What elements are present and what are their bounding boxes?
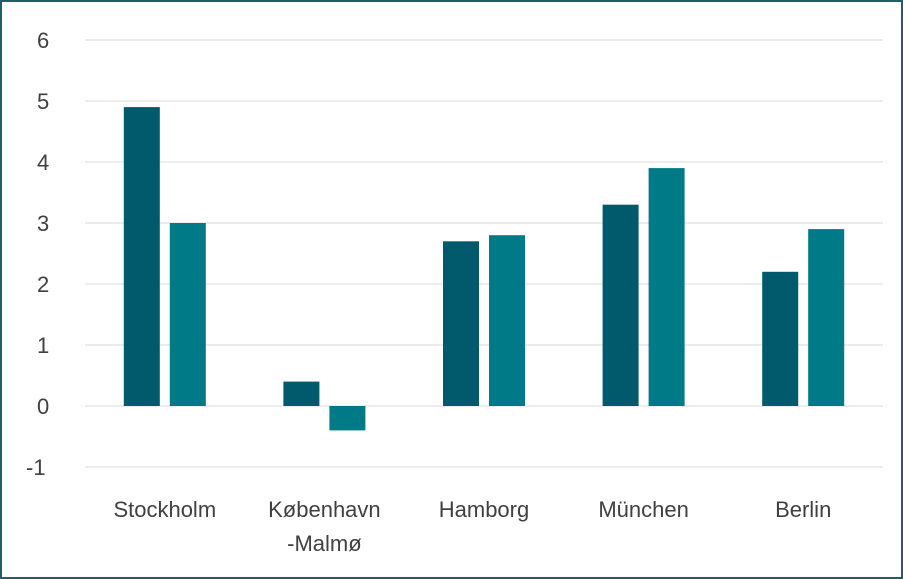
bar-series-1 <box>443 241 479 406</box>
bar-series-2 <box>329 406 365 430</box>
bar-series-2 <box>649 168 685 406</box>
y-tick-label: 5 <box>37 89 49 114</box>
bar-series-1 <box>762 272 798 406</box>
bar-series-2 <box>170 223 206 406</box>
bar-series-2 <box>808 229 844 406</box>
y-axis-tick-labels: -1 0 1 2 3 4 5 6 <box>26 28 49 480</box>
x-axis-category-labels: Stockholm København -Malmø Hamborg München Be… <box>113 497 831 556</box>
x-category-label: München <box>598 497 689 522</box>
x-category-label: Stockholm <box>113 497 216 522</box>
x-category-label: Berlin <box>775 497 831 522</box>
y-tick-label: 4 <box>37 150 49 175</box>
y-tick-label: 0 <box>37 394 49 419</box>
x-category-label: Hamborg <box>439 497 529 522</box>
y-tick-label: 2 <box>37 272 49 297</box>
bar-series-1 <box>283 382 319 406</box>
bars <box>124 107 844 430</box>
bar-series-2 <box>489 235 525 406</box>
y-tick-label: 3 <box>37 211 49 236</box>
bar-series-1 <box>124 107 160 406</box>
x-category-label: København <box>268 497 381 522</box>
x-category-label: -Malmø <box>287 531 362 556</box>
y-tick-label: 1 <box>37 333 49 358</box>
bar-series-1 <box>603 205 639 406</box>
y-tick-label: -1 <box>26 455 46 480</box>
y-tick-label: 6 <box>37 28 49 53</box>
